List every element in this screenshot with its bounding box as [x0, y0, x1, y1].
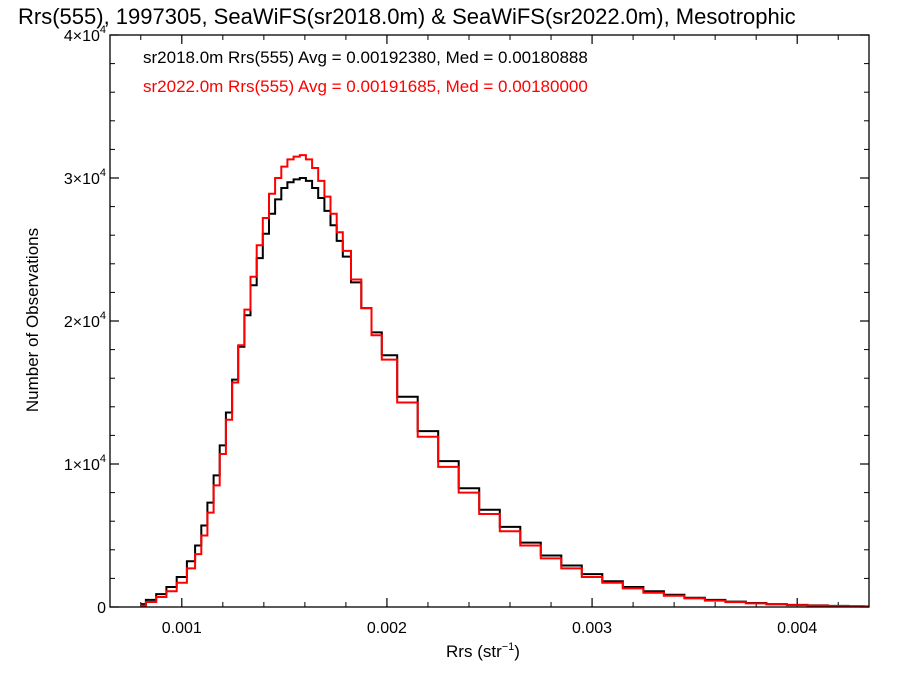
- y-tick-label-3: 3×104: [64, 167, 106, 188]
- y-tick-label-2: 2×104: [64, 310, 106, 331]
- x-tick-label-0: 0.001: [162, 620, 202, 637]
- x-tick-label-3: 0.004: [777, 620, 817, 637]
- x-axis-label: Rrs (str−1): [446, 641, 520, 661]
- x-tick-label-2: 0.003: [572, 620, 612, 637]
- y-axis-label: Number of Observations: [23, 228, 42, 412]
- axis-ticks: 0.001 0.002 0.003 0.004 0 1×104 2×104 3×104 4×10…: [64, 24, 869, 637]
- x-tick-label-1: 0.002: [367, 620, 407, 637]
- chart-title: Rrs(555), 1997305, SeaWiFS(sr2018.0m) & …: [18, 4, 796, 29]
- y-tick-label-4: 4×104: [64, 24, 106, 45]
- plot-frame: [109, 34, 870, 608]
- stats-annotation-sr2018: sr2018.0m Rrs(555) Avg = 0.00192380, Med…: [143, 48, 588, 67]
- stats-annotation-sr2022: sr2022.0m Rrs(555) Avg = 0.00191685, Med…: [143, 77, 588, 96]
- series-line-1: [140, 154, 869, 608]
- y-tick-label-0: 0: [97, 600, 106, 617]
- y-tick-label-1: 1×104: [64, 453, 106, 474]
- plot-area: [140, 154, 869, 608]
